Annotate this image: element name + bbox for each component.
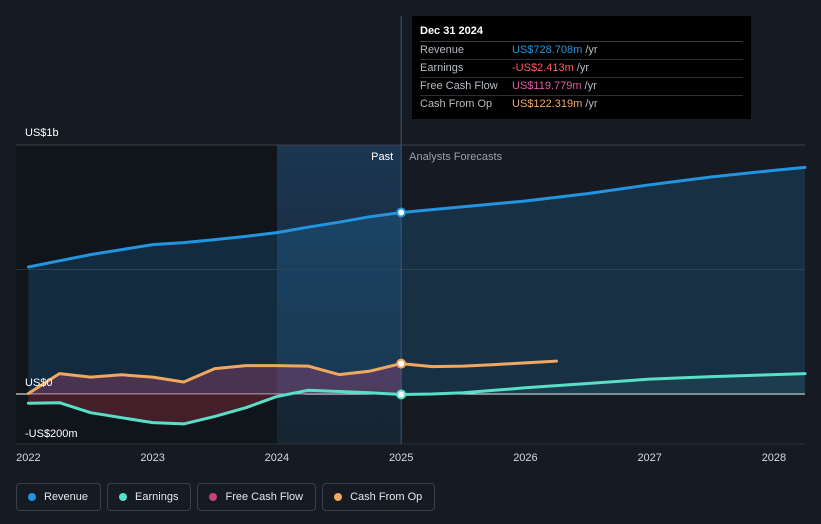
tooltip-row-value: US$122.319m xyxy=(512,98,583,110)
tooltip-row-unit: /yr xyxy=(585,44,598,56)
legend-item-free-cash-flow[interactable]: Free Cash Flow xyxy=(197,483,317,511)
forecast-label: Analysts Forecasts xyxy=(409,151,502,163)
y-tick-label: US$0 xyxy=(25,377,53,389)
area-earnings-negative xyxy=(28,394,309,424)
legend-item-earnings[interactable]: Earnings xyxy=(107,483,192,511)
x-tick-label: 2023 xyxy=(140,452,164,464)
tooltip-row-unit: /yr xyxy=(576,62,589,74)
tooltip-row-value: US$728.708m xyxy=(512,44,583,56)
x-tick-label: 2026 xyxy=(513,452,537,464)
tooltip-row-value: -US$2.413m xyxy=(512,62,574,74)
tooltip: Dec 31 2024 Revenue US$728.708m /yr Earn… xyxy=(412,16,751,119)
legend-item-revenue[interactable]: Revenue xyxy=(16,483,102,511)
tooltip-date: Dec 31 2024 xyxy=(420,24,743,42)
y-tick-label: -US$200m xyxy=(25,428,78,440)
tooltip-row-earnings: Earnings -US$2.413m /yr xyxy=(420,60,743,78)
x-tick-label: 2027 xyxy=(637,452,661,464)
legend-dot-icon xyxy=(119,493,128,501)
marker-earnings xyxy=(396,389,407,400)
axis-labels: US$1b US$0 -US$200m 2022 2023 2024 2025 2026 202… xyxy=(16,127,786,464)
tooltip-row-cash-from-op: Cash From Op US$122.319m /yr xyxy=(420,96,743,113)
tooltip-row-label: Free Cash Flow xyxy=(420,80,498,92)
tooltip-row-label: Earnings xyxy=(420,62,464,74)
x-tick-label: 2025 xyxy=(389,452,413,464)
tooltip-row-free-cash-flow: Free Cash Flow US$119.779m /yr xyxy=(420,78,743,96)
tooltip-row-unit: /yr xyxy=(585,98,598,110)
tooltip-row-value: US$119.779m xyxy=(512,80,582,92)
tooltip-row-label: Revenue xyxy=(420,44,465,56)
tooltip-row-unit: /yr xyxy=(584,80,597,92)
past-label: Past xyxy=(371,151,393,163)
legend-label: Revenue xyxy=(44,491,89,503)
marker-revenue xyxy=(396,207,407,218)
legend-label: Cash From Op xyxy=(350,491,423,503)
line-cash-from-op xyxy=(26,359,558,395)
legend-item-cash-from-op[interactable]: Cash From Op xyxy=(322,483,436,511)
legend-dot-icon xyxy=(209,493,218,501)
legend-label: Earnings xyxy=(135,491,179,503)
area-free-cash-flow xyxy=(28,364,402,394)
tooltip-row-revenue: Revenue US$728.708m /yr xyxy=(420,42,743,60)
area-revenue xyxy=(28,167,805,394)
series-areas xyxy=(28,167,805,424)
x-tick-label: 2024 xyxy=(265,452,289,464)
legend-dot-icon xyxy=(334,493,343,501)
line-revenue xyxy=(26,165,807,269)
chart-legend: Revenue Earnings Free Cash Flow Cash Fro… xyxy=(16,483,436,511)
tooltip-markers xyxy=(396,207,407,400)
x-tick-label: 2022 xyxy=(16,452,40,464)
x-tick-label: 2028 xyxy=(762,452,786,464)
tooltip-row-label: Cash From Op xyxy=(420,98,493,110)
y-tick-label: US$1b xyxy=(25,127,59,139)
legend-label: Free Cash Flow xyxy=(225,491,304,503)
series-lines xyxy=(26,16,807,444)
legend-dot-icon xyxy=(28,493,36,501)
line-earnings xyxy=(26,372,807,426)
marker-cash-from-op xyxy=(396,358,407,369)
